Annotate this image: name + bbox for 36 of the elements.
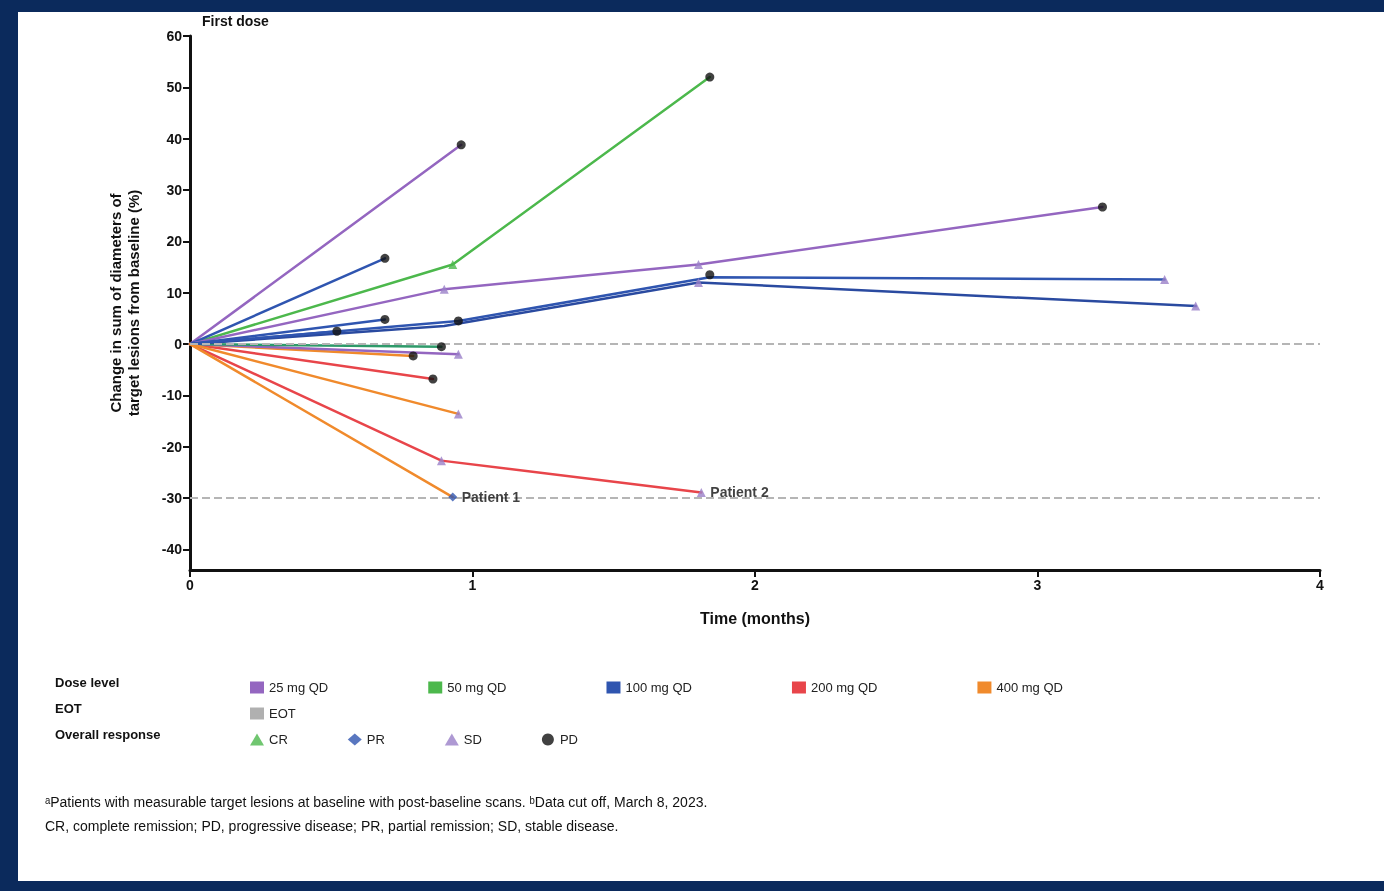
y-tick-label: 40	[166, 130, 183, 147]
y-tick-label: 0	[174, 336, 183, 353]
y-tick-label: 60	[166, 28, 183, 44]
text: Overall response	[55, 727, 161, 742]
legend-label: PD	[559, 732, 578, 747]
text: ᵃPatients with measurable target lesions at baseline with post-baseline scans. ᵇData cut off, March 8, 2023.	[45, 794, 708, 810]
legend-label: 200 mg QD	[810, 680, 878, 695]
legend-label: SD	[463, 732, 482, 747]
y-tick-label: 20	[166, 233, 183, 250]
legend-label: 25 mg QD	[269, 680, 329, 695]
x-tick-label: 0	[186, 577, 195, 593]
y-tick-label: 10	[166, 284, 183, 301]
x-tick-label: 3	[1033, 577, 1042, 593]
y-tick-label: -40	[161, 541, 183, 558]
annotation: Patient 1	[461, 489, 521, 506]
text: EOT	[55, 701, 82, 716]
text: Dose level	[55, 675, 120, 690]
text: First dose	[202, 13, 270, 29]
annotation: Patient 2	[710, 484, 769, 501]
text: CR, complete remission; PD, progressive disease; PR, partial remission; SD, stable disease.	[45, 818, 619, 834]
x-tick-label: 4	[1316, 577, 1325, 593]
legend-label: 100 mg QD	[625, 680, 692, 695]
x-tick-label: 1	[468, 577, 477, 593]
y-tick-label: 30	[166, 182, 183, 199]
y-tick-label: -20	[161, 438, 183, 455]
x-tick-label: 2	[751, 577, 760, 593]
x-axis-title: Time (months)	[700, 609, 810, 627]
legend-label: 400 mg QD	[996, 680, 1063, 695]
y-axis-title: Change in sum of diameters of target lesions from baseline (%)	[106, 189, 142, 417]
y-tick-label: -30	[161, 490, 183, 507]
y-tick-label: 50	[166, 79, 183, 96]
legend-label: 50 mg QD	[447, 680, 507, 695]
legend-label: PR	[366, 732, 385, 747]
legend-label: EOT	[269, 706, 296, 721]
y-tick-label: -10	[161, 387, 183, 404]
legend-label: CR	[269, 732, 288, 747]
